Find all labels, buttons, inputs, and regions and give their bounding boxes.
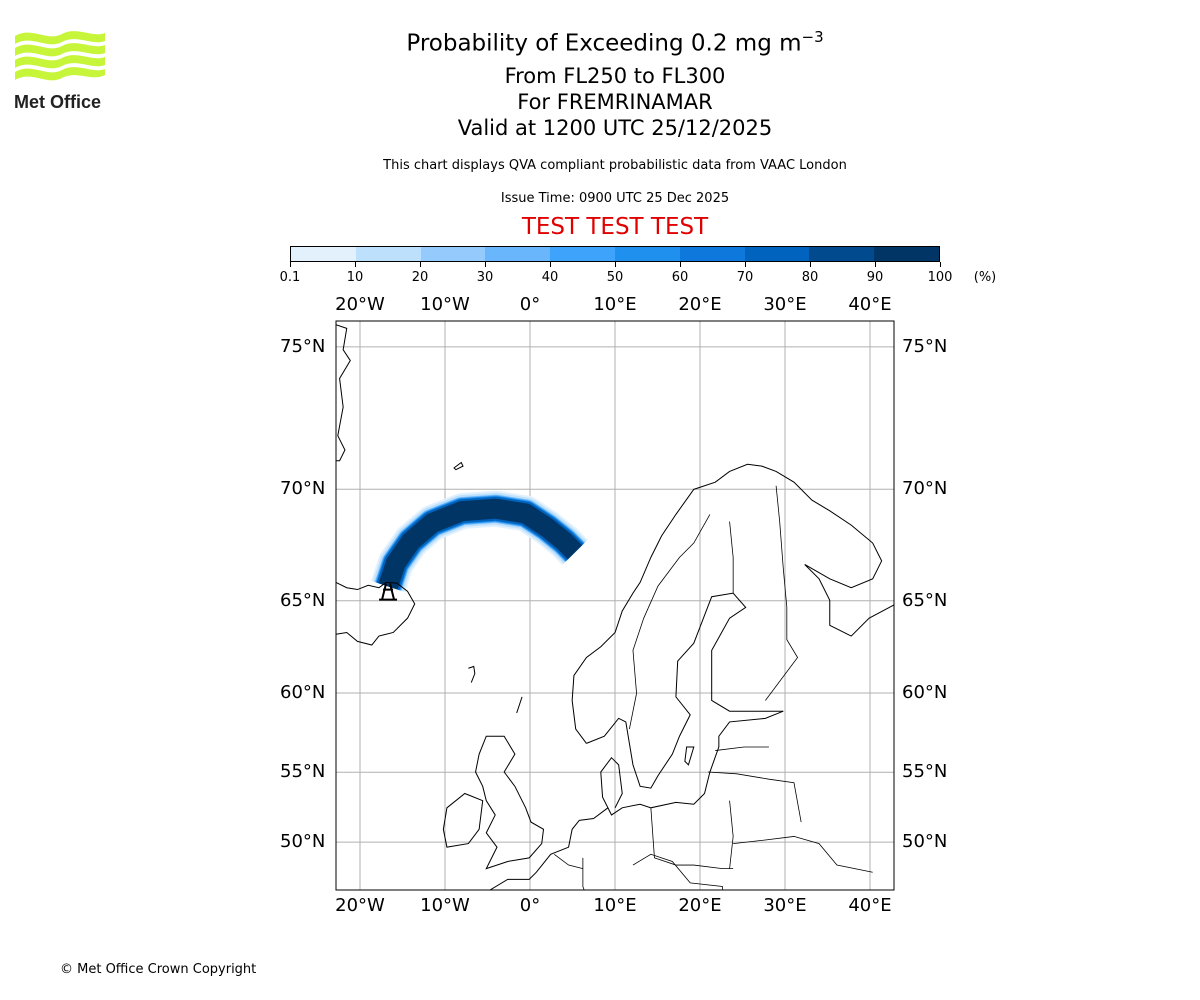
chart-subtitle: This chart displays QVA compliant probab… [383,158,847,173]
copyright: © Met Office Crown Copyright [60,962,257,977]
coastlines [336,324,894,890]
colorbar-tick [809,262,811,267]
colorbar-tick-label: 40 [541,270,559,285]
colorbar-tick-label: 50 [606,270,624,285]
colorbar-segment [420,247,486,261]
colorbar-segment [550,247,615,261]
latitude-label: 55°N [902,761,948,783]
svg-text:Met Office: Met Office [14,92,101,112]
chart-title: Probability of Exceeding 0.2 mg m−3 [406,28,824,57]
latitude-label: 50°N [902,831,948,853]
colorbar-tick-label: 10 [346,270,364,285]
colorbar-tick-label: 70 [736,270,754,285]
colorbar-segment [744,247,810,261]
colorbar-tick [744,262,746,267]
plume-probability-contour-90 [378,498,583,590]
longitude-label: 30°E [763,895,807,916]
latitude-label: 65°N [902,589,948,611]
colorbar-segment [809,247,875,261]
colorbar-tick [939,262,941,267]
longitude-label: 10°W [420,294,470,315]
colorbar-tick-label: 60 [671,270,689,285]
colorbar-tick-label: 80 [801,270,819,285]
country-borders [554,485,873,890]
latitude-label: 55°N [280,761,326,783]
longitude-label: 30°E [763,294,807,315]
colorbar-tick [289,262,291,267]
latitude-label: 75°N [280,335,326,357]
colorbar-tick-label: 90 [866,270,884,285]
colorbar-tick-label: 0.1 [279,270,301,285]
longitude-label: 20°E [678,895,722,916]
colorbar-tick [614,262,616,267]
longitude-label: 0° [519,294,541,315]
longitude-label: 10°E [593,895,637,916]
longitude-label: 20°E [678,294,722,315]
latitude-label: 60°N [280,682,326,703]
longitude-label: 40°E [848,895,892,916]
latitude-label: 65°N [280,589,326,611]
flight-level-range: From FL250 to FL300 [504,64,726,88]
valid-time: Valid at 1200 UTC 25/12/2025 [457,116,773,140]
colorbar-tick [419,262,421,267]
colorbar-tick [679,262,681,267]
issue-time: Issue Time: 0900 UTC 25 Dec 2025 [500,191,730,206]
colorbar-segment [874,247,939,261]
colorbar-tick [484,262,486,267]
longitude-label: 10°E [593,294,637,315]
colorbar-segment [485,247,551,261]
volcano-name: For FREMRINAMAR [517,90,713,114]
colorbar [290,246,940,262]
colorbar-unit: (%) [973,270,997,285]
met-office-logo: Met Office [14,31,105,112]
longitude-label: 0° [519,895,541,916]
longitude-label: 20°W [335,294,385,315]
colorbar-tick-label: 30 [476,270,494,285]
longitude-label: 20°W [335,895,385,916]
colorbar-tick-label: 100 [927,270,953,285]
latitude-label: 50°N [280,831,326,853]
latitude-label: 60°N [902,682,948,703]
map-frame [335,320,895,891]
latitude-label: 75°N [902,335,948,357]
colorbar-tick [874,262,876,267]
colorbar-tick [549,262,551,267]
colorbar-segment [355,247,421,261]
longitude-label: 40°E [848,294,892,315]
longitude-label: 10°W [420,895,470,916]
colorbar-tick-label: 20 [411,270,429,285]
volcano-icon [379,583,398,601]
colorbar-segment [679,247,745,261]
latitude-label: 70°N [280,478,326,500]
colorbar-segment [614,247,680,261]
colorbar-tick [354,262,356,267]
latitude-label: 70°N [902,478,948,500]
colorbar-segment [291,247,356,261]
test-banner: TEST TEST TEST [521,214,709,240]
